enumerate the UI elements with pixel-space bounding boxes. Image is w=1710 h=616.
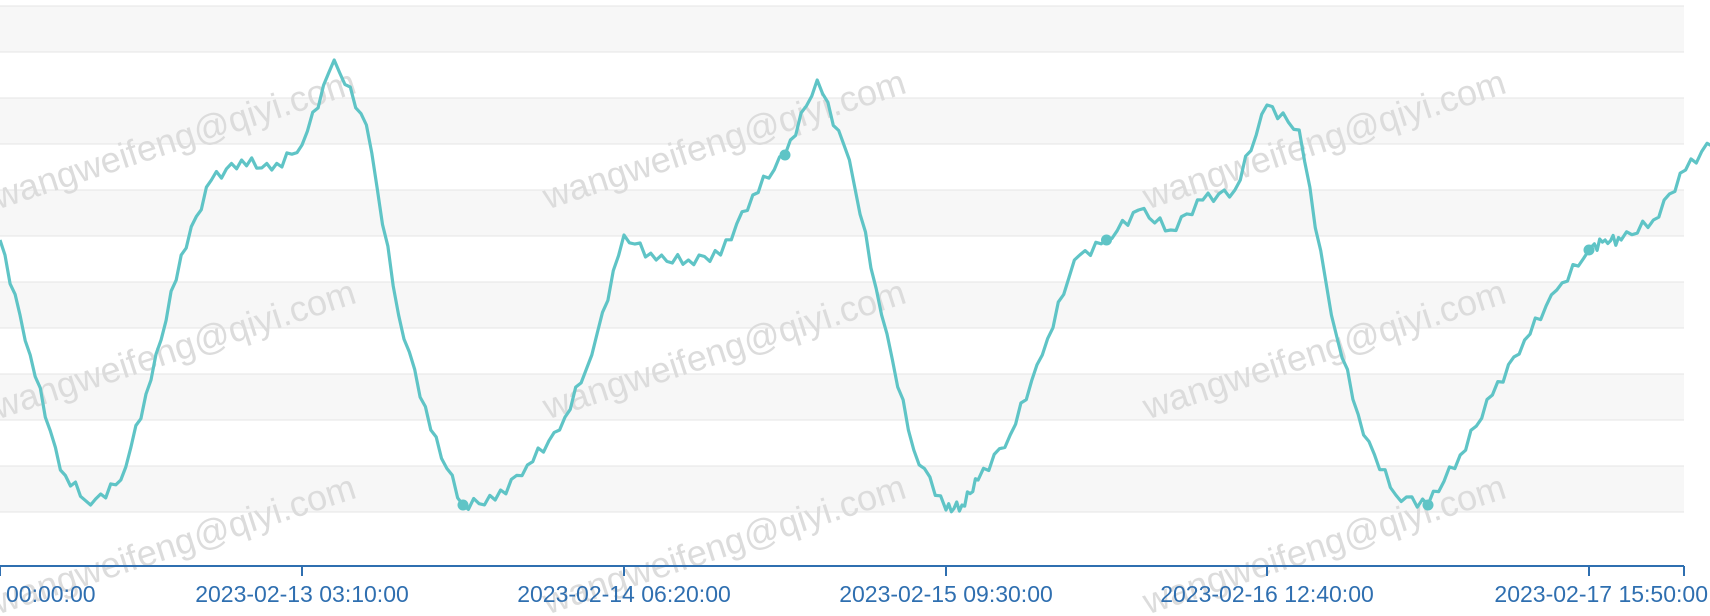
data-point-marker — [1101, 234, 1112, 246]
grid-band — [0, 190, 1684, 236]
x-tick-label: 2023-02-17 15:50:00 — [1494, 581, 1708, 607]
grid-band — [0, 6, 1684, 52]
data-point-marker — [779, 149, 791, 161]
x-axis: 00:00:00 2023-02-13 03:10:00 2023-02-14 06… — [0, 565, 1708, 607]
data-point-marker — [1422, 499, 1434, 511]
grid-band — [0, 374, 1684, 420]
x-tick-label: 2023-02-16 12:40:00 — [1160, 581, 1374, 607]
x-tick-label: 2023-02-14 06:20:00 — [517, 581, 731, 607]
x-tick-label: 00:00:00 — [6, 581, 96, 607]
data-point-marker — [457, 499, 469, 511]
x-tick-label: 2023-02-13 03:10:00 — [195, 581, 409, 607]
x-tick-label: 2023-02-15 09:30:00 — [839, 581, 1053, 607]
grid-band — [0, 282, 1684, 328]
series-line — [0, 58, 1710, 514]
grid-bands — [0, 5, 1684, 513]
grid-band — [0, 466, 1684, 512]
data-point-marker — [1583, 244, 1595, 256]
series-layer — [0, 58, 1710, 514]
